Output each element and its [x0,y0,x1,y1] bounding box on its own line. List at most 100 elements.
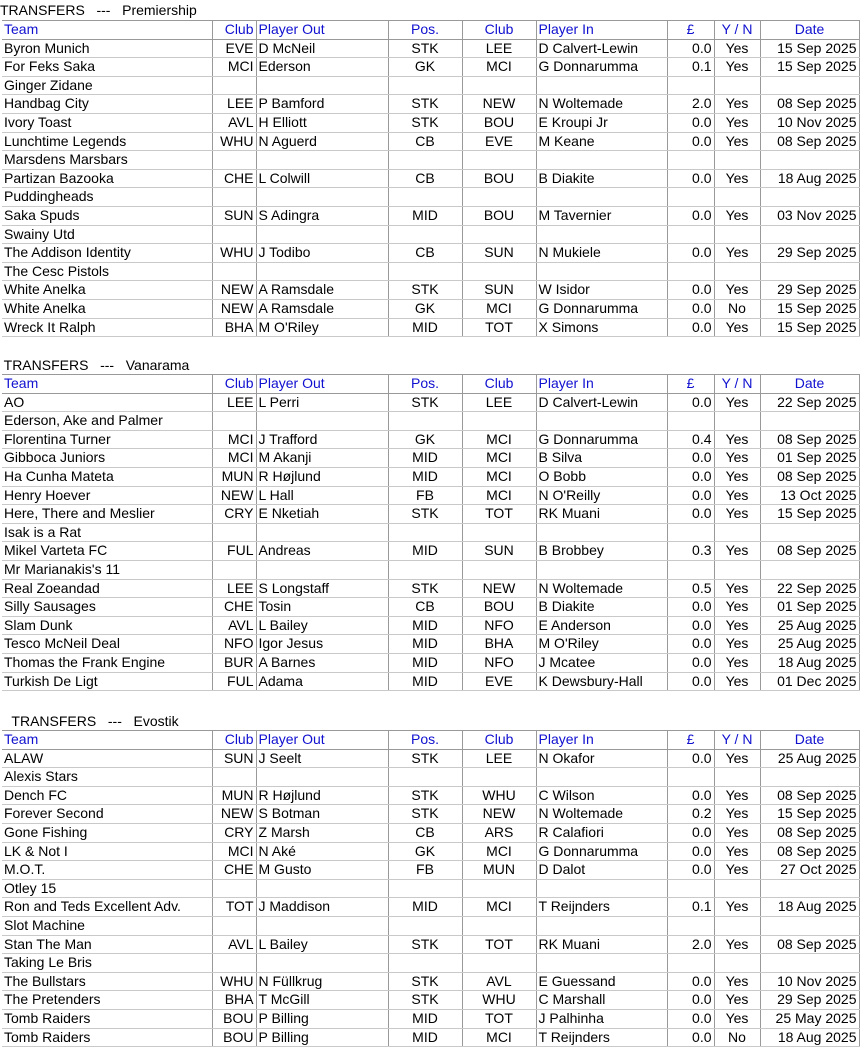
date-cell: 18 Aug 2025 [760,169,860,189]
club-out-cell: MUN [212,786,257,806]
player-out-cell: R Højlund [256,786,389,806]
column-header-club-out: Club [212,374,257,394]
club-in-cell [462,76,537,96]
position-cell: STK [388,280,463,300]
fee-cell: 0.1 [667,57,715,77]
date-cell: 08 Sep 2025 [760,935,860,955]
position-cell: STK [388,94,463,114]
table-row: Taking Le Bris [2,953,860,973]
club-in-cell [462,187,537,207]
club-in-cell: MCI [462,430,537,450]
player-out-cell [256,225,389,245]
table-row: ALAW SUN J Seelt STK LEE N Okafor 0.0 Yes 25 Aug… [2,749,860,769]
player-in-cell: C Marshall [536,990,668,1010]
club-in-cell: ARS [462,823,537,843]
column-header-player-in: Player In [536,730,668,750]
date-cell [760,150,860,170]
team-cell: Alexis Stars [2,767,213,787]
club-in-cell: NEW [462,579,537,599]
fee-cell: 0.1 [667,897,715,917]
player-in-cell: N Woltemade [536,579,668,599]
team-cell: Lunchtime Legends [2,132,213,152]
player-in-cell: RK Muani [536,504,668,524]
date-cell: 08 Sep 2025 [760,786,860,806]
club-out-cell: CHE [212,860,257,880]
fee-cell: 2.0 [667,94,715,114]
position-cell: STK [388,786,463,806]
approved-cell: Yes [714,860,761,880]
fee-cell: 2.0 [667,935,715,955]
approved-cell: Yes [714,634,761,654]
fee-cell: 0.0 [667,393,715,413]
date-cell: 29 Sep 2025 [760,243,860,263]
approved-cell: Yes [714,786,761,806]
approved-cell: Yes [714,1009,761,1029]
position-cell [388,411,463,431]
club-out-cell: LEE [212,579,257,599]
team-cell: Forever Second [2,804,213,824]
player-out-cell: N Füllkrug [256,972,389,992]
team-cell: Saka Spuds [2,206,213,226]
player-out-cell: S Botman [256,804,389,824]
team-cell: Tesco McNeil Deal [2,634,213,654]
section-title: TRANSFERS --- Vanarama [0,357,190,373]
approved-cell: Yes [714,467,761,487]
team-cell: Stan The Man [2,935,213,955]
club-out-cell [212,76,257,96]
team-cell: Ederson, Ake and Palmer [2,411,213,431]
club-in-cell: SUN [462,280,537,300]
fee-cell: 0.0 [667,243,715,263]
date-cell [760,187,860,207]
position-cell: STK [388,804,463,824]
player-in-cell: W Isidor [536,280,668,300]
club-out-cell: MUN [212,467,257,487]
position-cell: STK [388,749,463,769]
team-cell: Florentina Turner [2,430,213,450]
table-row: Swainy Utd [2,225,860,245]
player-in-cell: D Dalot [536,860,668,880]
table-row: Turkish De Ligt FUL Adama MID EVE K Dewsbury-… [2,672,860,692]
date-cell [760,523,860,543]
approved-cell: Yes [714,169,761,189]
fee-cell: 0.0 [667,672,715,692]
approved-cell [714,187,761,207]
table-row: Mr Marianakis's 11 [2,560,860,580]
club-out-cell: NFO [212,634,257,654]
position-cell: MID [388,541,463,561]
date-cell: 25 Aug 2025 [760,634,860,654]
position-cell: GK [388,299,463,319]
table-row: For Feks Saka MCI Ederson GK MCI G Donnarumma… [2,57,860,77]
position-cell: STK [388,504,463,524]
date-cell: 08 Sep 2025 [760,842,860,862]
club-out-cell: NEW [212,299,257,319]
club-in-cell: EVE [462,672,537,692]
player-in-cell: K Dewsbury-Hall [536,672,668,692]
position-cell: CB [388,823,463,843]
player-in-cell: X Simons [536,318,668,338]
club-in-cell [462,916,537,936]
table-row: The Bullstars WHU N Füllkrug STK AVL E Guessa… [2,972,860,992]
approved-cell: Yes [714,579,761,599]
table-row: Byron Munich EVE D McNeil STK LEE D Calvert-L… [2,39,860,59]
player-out-cell: S Adingra [256,206,389,226]
date-cell [760,411,860,431]
position-cell [388,879,463,899]
player-in-cell: B Diakite [536,169,668,189]
position-cell [388,767,463,787]
position-cell: MID [388,897,463,917]
position-cell: MID [388,634,463,654]
fee-cell: 0.5 [667,579,715,599]
fee-cell: 0.0 [667,132,715,152]
player-out-cell: Andreas [256,541,389,561]
team-cell: Wreck It Ralph [2,318,213,338]
player-out-cell: A Ramsdale [256,299,389,319]
team-cell: Gibboca Juniors [2,448,213,468]
player-out-cell: S Longstaff [256,579,389,599]
transfers-table: Team Club Player Out Pos. Club Player In £ Y / … [2,374,860,692]
fee-cell [667,767,715,787]
club-out-cell: AVL [212,935,257,955]
club-in-cell: BOU [462,113,537,133]
club-in-cell: MCI [462,1028,537,1048]
date-cell: 22 Sep 2025 [760,393,860,413]
column-header-pos: Pos. [388,730,463,750]
